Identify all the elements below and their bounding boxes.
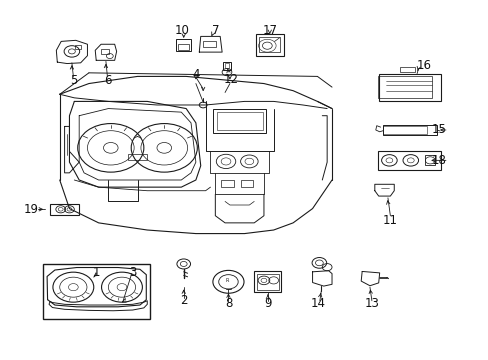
Text: 12: 12 <box>223 73 238 86</box>
Text: 4: 4 <box>192 68 199 81</box>
Bar <box>382 126 427 134</box>
Bar <box>255 34 284 56</box>
Text: 14: 14 <box>310 297 325 310</box>
Bar <box>223 62 230 69</box>
Bar <box>377 150 441 170</box>
Bar <box>254 271 281 292</box>
Bar <box>212 109 266 133</box>
Bar <box>101 49 109 54</box>
Bar <box>178 44 189 50</box>
Text: 19: 19 <box>24 203 39 216</box>
Bar <box>203 41 215 47</box>
Bar <box>176 39 191 51</box>
Bar <box>378 74 440 100</box>
Bar <box>377 76 431 98</box>
Text: 1: 1 <box>93 266 100 279</box>
Bar <box>216 112 262 130</box>
Bar <box>75 45 81 49</box>
Text: 18: 18 <box>431 154 446 167</box>
Text: 3: 3 <box>129 266 136 279</box>
Bar <box>221 180 233 187</box>
Text: R: R <box>225 278 229 283</box>
Bar <box>259 37 280 52</box>
Bar <box>241 180 252 187</box>
Bar <box>127 154 147 160</box>
Text: 11: 11 <box>382 213 397 226</box>
Text: 10: 10 <box>175 24 189 37</box>
Bar <box>50 203 79 215</box>
Bar <box>257 274 278 290</box>
Text: 17: 17 <box>262 24 277 37</box>
Bar <box>382 125 436 135</box>
Bar <box>399 67 414 72</box>
Text: 16: 16 <box>416 59 431 72</box>
Bar <box>224 63 229 68</box>
Bar <box>425 156 434 165</box>
Text: 2: 2 <box>180 294 187 307</box>
Text: 9: 9 <box>264 297 271 310</box>
Text: 13: 13 <box>364 297 379 310</box>
Bar <box>42 264 149 319</box>
Text: 15: 15 <box>431 123 446 136</box>
Text: 7: 7 <box>211 24 219 37</box>
Text: 5: 5 <box>69 74 77 87</box>
Text: 6: 6 <box>103 74 111 87</box>
Text: 8: 8 <box>224 297 232 310</box>
